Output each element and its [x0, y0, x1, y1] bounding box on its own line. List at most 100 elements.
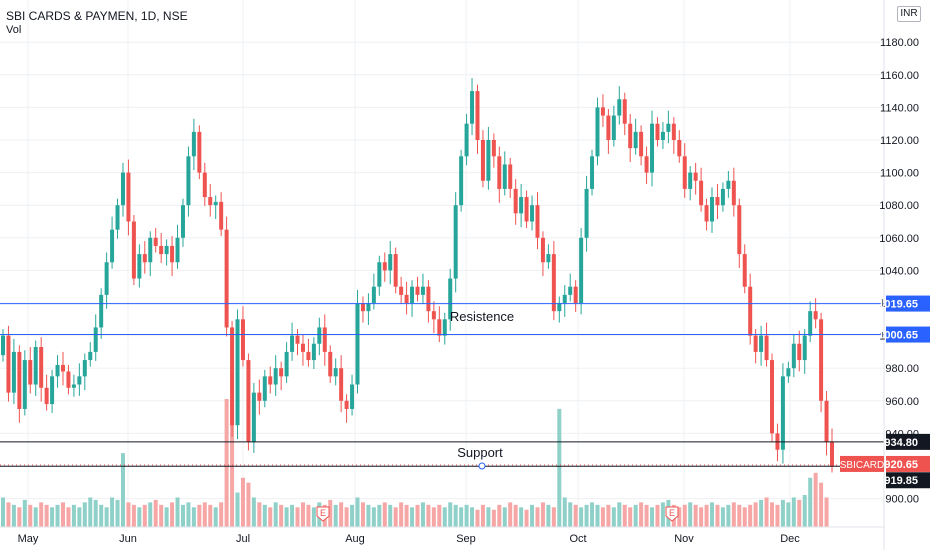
volume-bar	[71, 504, 76, 527]
volume-bar	[328, 499, 333, 527]
earnings-flag	[316, 506, 330, 522]
candle-body	[453, 205, 458, 279]
annotation-label: Support	[457, 445, 503, 460]
candle-body	[660, 131, 665, 140]
candle-body	[491, 140, 496, 157]
horizontal-lines[interactable]	[0, 303, 884, 467]
volume-bar	[753, 502, 758, 527]
candle-body	[459, 156, 464, 206]
candle-body	[437, 319, 442, 336]
volume-bar	[268, 507, 273, 527]
volume-bar	[568, 502, 573, 527]
volume-bar	[393, 507, 398, 527]
candle-body	[611, 115, 616, 140]
volume-bar	[453, 504, 458, 527]
volume-bar	[404, 504, 409, 527]
price-label-box	[886, 326, 930, 343]
volume-bar	[284, 507, 289, 527]
price-tick-label: 1140.00	[880, 102, 919, 114]
volume-bar	[775, 504, 780, 527]
volume-bar	[606, 504, 611, 527]
volume-bar	[824, 497, 829, 527]
candle-body	[742, 254, 747, 287]
candle-body	[28, 360, 33, 385]
candle-body	[257, 392, 262, 401]
candle-body	[50, 376, 55, 405]
candle-body	[6, 335, 11, 393]
volume-bar	[262, 504, 267, 527]
price-tick-label: 1080.00	[879, 200, 919, 212]
candle-body	[464, 123, 469, 157]
candle-body	[715, 197, 720, 206]
time-tick-label: Nov	[674, 533, 694, 545]
candle-body	[115, 205, 120, 230]
grid-lines	[0, 0, 884, 527]
volume-bar	[213, 507, 218, 527]
candle-body	[60, 364, 65, 372]
candle-body	[426, 286, 431, 312]
volume-bar	[770, 502, 775, 527]
candle-body	[137, 254, 142, 279]
candle-body	[142, 254, 147, 263]
volume-bar	[142, 504, 147, 527]
candle-body	[164, 245, 169, 255]
symbol-title[interactable]: SBI CARDS & PAYMEN, 1D, NSE	[6, 9, 188, 23]
candle-body	[208, 197, 213, 206]
volume-bar	[557, 408, 562, 527]
candle-body	[497, 156, 502, 189]
volume-bar	[480, 504, 485, 527]
currency-badge[interactable]: INR	[897, 6, 921, 22]
price-label-box	[886, 455, 930, 472]
volume-bar	[115, 499, 120, 527]
candle-body	[350, 384, 355, 409]
volume-bar	[497, 504, 502, 527]
price-label-text: 1019.65	[878, 299, 918, 311]
candle-body	[524, 197, 529, 222]
time-tick-label: Sep	[456, 533, 476, 545]
time-tick-label: Oct	[569, 533, 586, 545]
volume-bar	[699, 507, 704, 527]
annotations[interactable]: Resistence Support	[450, 309, 514, 470]
time-axis[interactable]: May Jun Jul Aug Sep Oct Nov Dec	[0, 526, 884, 545]
candle-body	[710, 197, 715, 222]
volume-bar	[295, 507, 300, 527]
candle-body	[33, 347, 38, 385]
volume-bar	[273, 502, 278, 527]
candle-body	[213, 201, 218, 206]
volume-bar	[170, 502, 175, 527]
candle-body	[290, 335, 295, 352]
candle-body	[677, 140, 682, 157]
candle-body	[726, 180, 731, 189]
volume-bar	[399, 502, 404, 527]
volume-bar	[66, 507, 71, 527]
volume-bar	[371, 507, 376, 527]
volume-bar	[540, 502, 545, 527]
volume-bar	[710, 502, 715, 527]
volume-label[interactable]: Vol	[6, 24, 22, 36]
candle-body	[235, 319, 240, 426]
volume-bar	[224, 399, 229, 527]
candle-body	[704, 205, 709, 222]
volume-bar	[50, 507, 55, 527]
candle-body	[824, 400, 829, 442]
candle-body	[470, 91, 475, 124]
volume-bar	[175, 497, 180, 527]
symbol-tag-box	[840, 455, 884, 472]
candle-body	[306, 351, 311, 361]
candle-body	[486, 140, 491, 181]
candle-body	[513, 188, 518, 214]
candle-body	[153, 237, 158, 246]
price-tick-label: 980.00	[885, 363, 919, 375]
volume-bar	[639, 502, 644, 527]
candle-body	[82, 360, 87, 377]
candle-body	[11, 351, 16, 393]
candle-body	[159, 245, 164, 255]
candle-body	[251, 392, 256, 442]
candle-body	[88, 351, 93, 361]
candle-body	[388, 254, 393, 271]
candle-body	[519, 197, 524, 214]
volume-bar	[22, 499, 27, 527]
candle-body	[508, 164, 513, 189]
